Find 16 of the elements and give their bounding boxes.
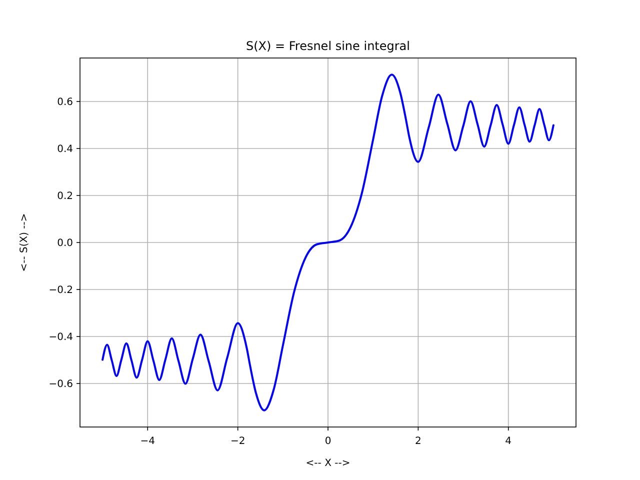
y-axis-title: <-- S(X) -->: [19, 213, 30, 272]
y-tick-label: −0.4: [48, 332, 73, 344]
x-tick-label: 0: [324, 436, 332, 447]
x-tick-label: 2: [414, 436, 422, 447]
y-tick-label: 0.2: [57, 190, 73, 202]
y-tick-label: 0.0: [57, 238, 73, 249]
chart-title: S(X) = Fresnel sine integral: [246, 39, 410, 53]
x-axis-title: <-- X -->: [306, 458, 350, 469]
y-tick-label: −0.2: [48, 285, 73, 296]
y-tick-label: 0.6: [57, 96, 73, 108]
line-series: [102, 74, 554, 412]
y-tick-label: −0.6: [48, 379, 73, 390]
x-tick-label: 4: [505, 436, 512, 447]
x-tick-label: −4: [140, 436, 156, 447]
y-tick-label: 0.4: [57, 144, 73, 155]
x-tick-label: −2: [230, 436, 246, 447]
